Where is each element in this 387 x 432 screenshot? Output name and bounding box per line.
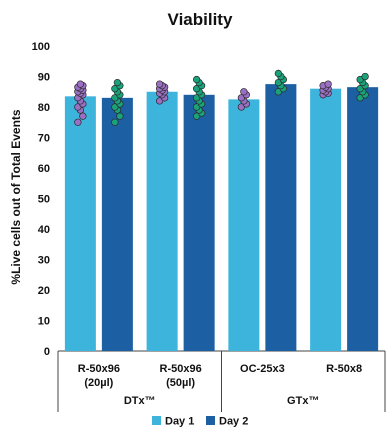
bar	[101, 97, 133, 351]
legend-label: Day 2	[219, 416, 248, 428]
legend: Day 1 Day 2	[152, 416, 248, 428]
y-tick-label: 0	[44, 346, 50, 358]
x-tick-label: OC-25x3	[240, 363, 285, 375]
x-tick-label: (20µl)	[84, 377, 113, 389]
y-tick-label: 40	[38, 224, 50, 236]
data-point	[111, 118, 119, 126]
chart-title: Viability	[168, 10, 233, 29]
data-point	[324, 80, 332, 88]
x-tick-label: R-50x8	[326, 363, 362, 375]
bar	[183, 94, 215, 352]
bar	[146, 91, 178, 351]
bar	[310, 88, 342, 351]
y-tick-label: 80	[38, 102, 50, 114]
data-point	[74, 118, 82, 126]
group-label: DTx™	[124, 395, 156, 407]
data-point	[116, 112, 124, 120]
y-tick-label: 20	[38, 285, 50, 297]
y-axis-label: %Live cells out of Total Events	[9, 109, 23, 284]
data-point	[361, 72, 369, 81]
x-tick-label: R-50x96	[78, 363, 120, 375]
y-tick-label: 60	[38, 163, 50, 175]
x-axis-categories: R-50x96 (20µl) R-50x96 (50µl) OC-25x3 R-50x8	[78, 363, 362, 389]
y-tick-label: 30	[38, 255, 50, 267]
data-point	[76, 80, 85, 88]
data-point	[113, 78, 122, 87]
y-axis-ticks: 0 10 20 30 40 50 60 70 80 90 100	[32, 41, 50, 358]
y-tick-label: 50	[38, 194, 50, 206]
group-label: GTx™	[287, 395, 319, 407]
y-tick-label: 10	[38, 316, 50, 328]
data-points	[74, 69, 369, 126]
legend-swatch	[206, 416, 215, 425]
x-axis-groups: DTx™ GTx™	[57, 351, 386, 412]
data-point	[274, 69, 283, 78]
y-tick-label: 70	[38, 133, 50, 145]
y-tick-label: 90	[38, 72, 50, 84]
x-tick-label: (50µl)	[166, 377, 195, 389]
data-point	[240, 88, 248, 96]
legend-label: Day 1	[165, 416, 194, 428]
bars	[64, 84, 379, 352]
bar	[265, 84, 297, 351]
legend-swatch	[152, 416, 161, 425]
data-point	[79, 112, 87, 120]
bar	[64, 96, 96, 351]
bar	[347, 87, 379, 352]
data-point	[192, 75, 201, 84]
y-tick-label: 100	[32, 41, 50, 53]
data-point	[155, 80, 164, 88]
bar	[228, 99, 260, 351]
x-tick-label: R-50x96	[160, 363, 202, 375]
